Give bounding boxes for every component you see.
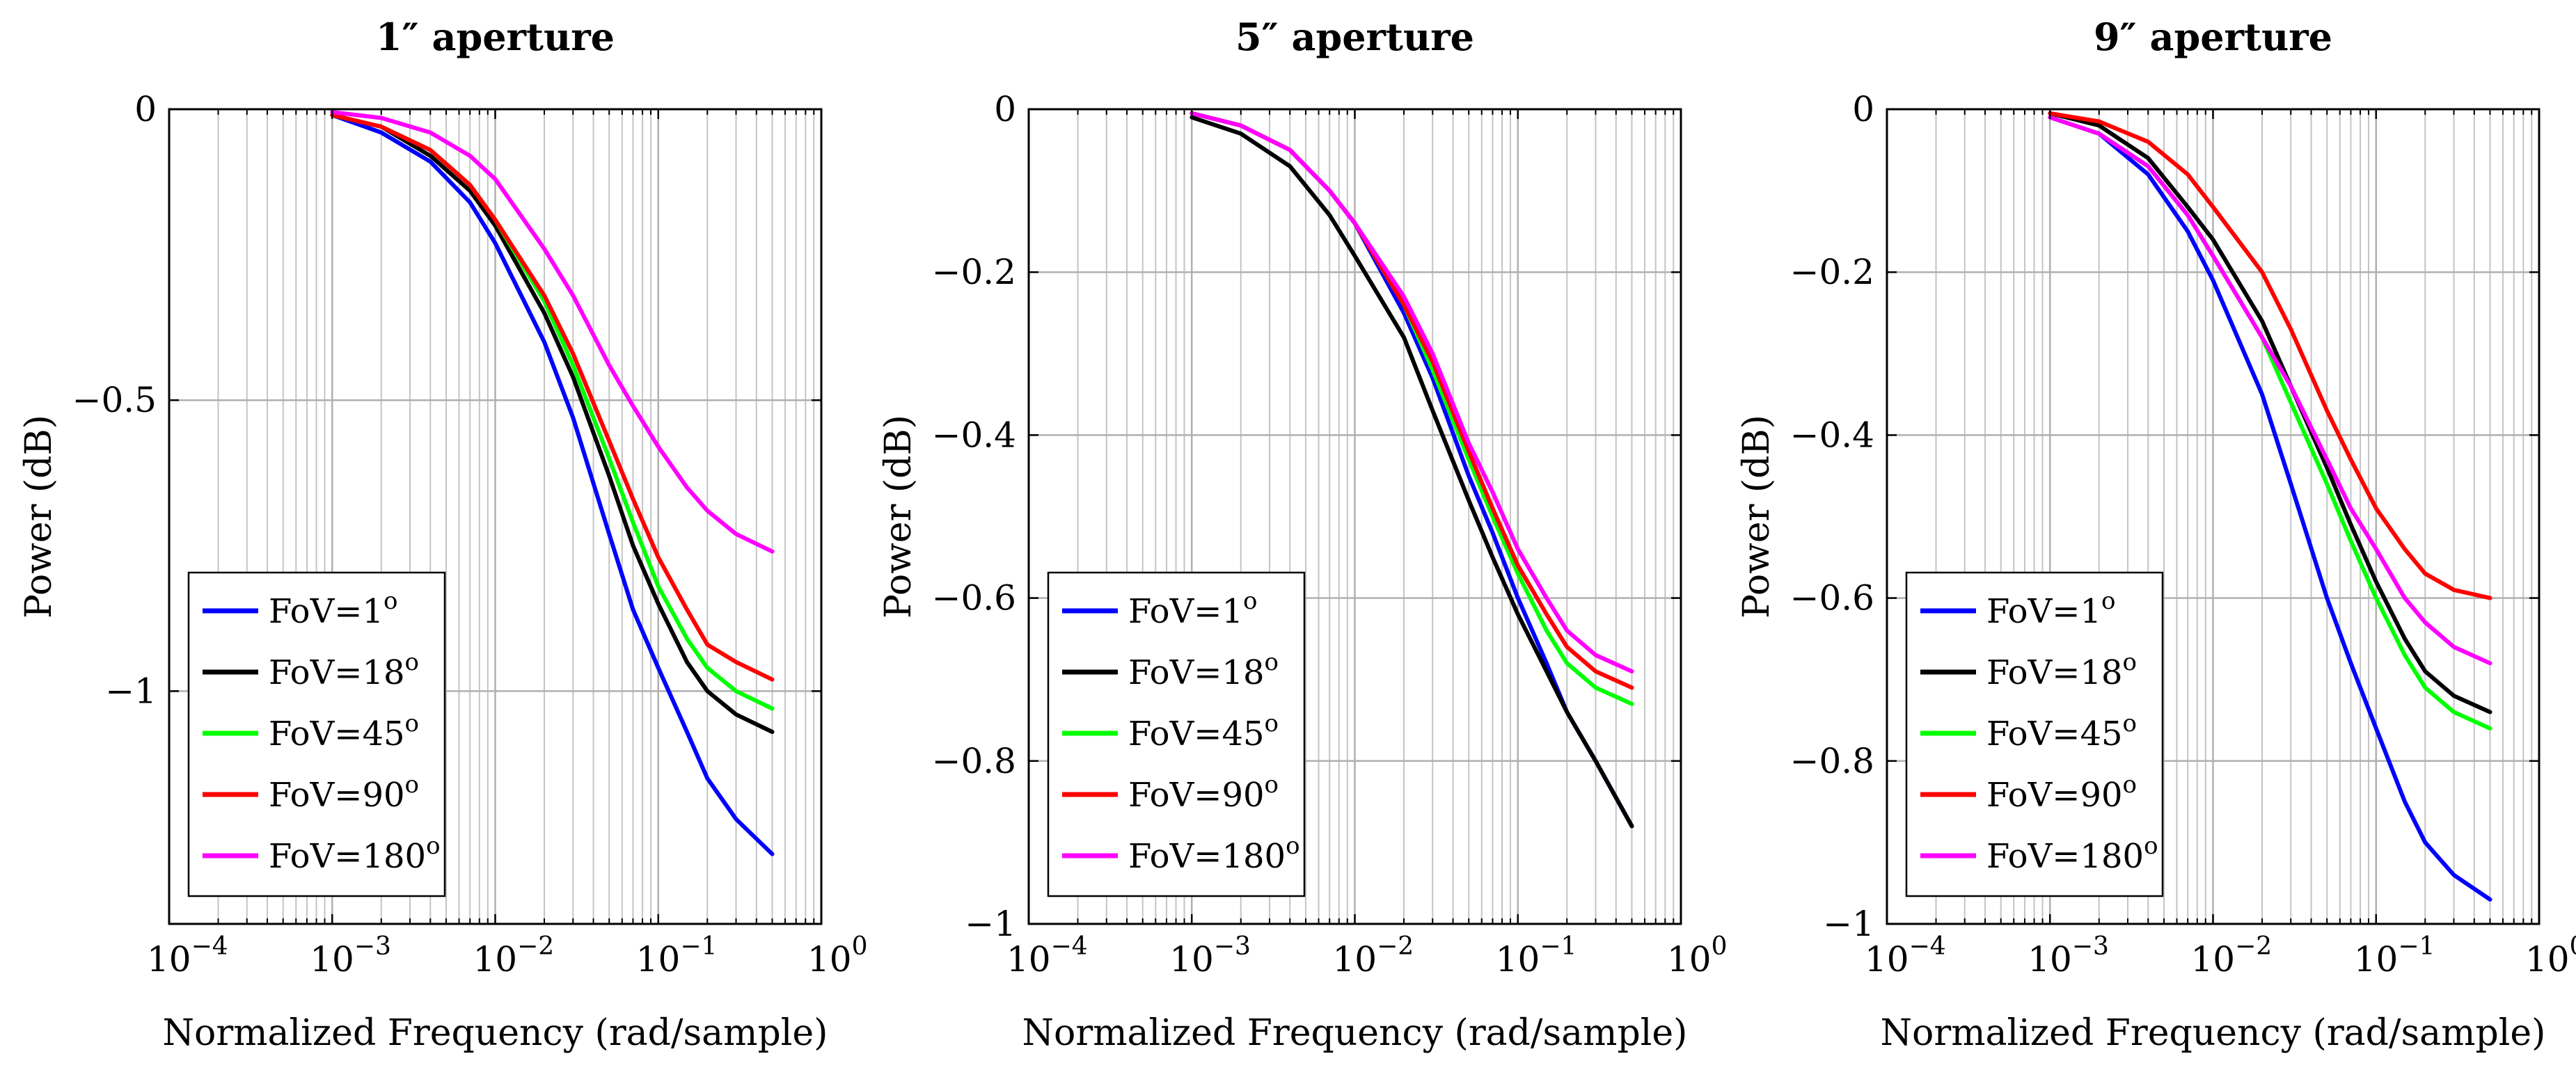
y-tick-label: −0.2 [932,252,1016,292]
y-axis-label: Power (dB) [878,415,919,618]
series-line-fov-180 [330,110,775,554]
y-tick-label: −0.5 [72,380,157,420]
series-line-fov-1 [2048,115,2492,902]
ticks [1027,108,1682,925]
legend-label: FoV=18o [1128,648,1279,692]
ticks [1886,108,2541,925]
series-lines [2048,111,2492,902]
x-axis-label: Normalized Frequency (rad/sample) [1022,1012,1688,1054]
x-axis-label: Normalized Frequency (rad/sample) [1881,1012,2546,1054]
x-tick-label: 100 [1667,932,1728,980]
y-tick-label: −0.2 [1790,252,1874,292]
chart-panel-2: 0 −0.2 −0.4 −0.6 −0.8 −110−4 10−3 10−2 10−1 100 5″… [878,15,1728,1054]
x-tick-label: 10−4 [1865,932,1946,980]
legend-label: FoV=45o [1986,710,2137,753]
y-axis-label: Power (dB) [1736,415,1778,618]
legend: FoV=1o FoV=18o FoV=45o FoV=90o FoV=180o [1047,571,1306,897]
series-line-fov-18 [330,113,775,734]
series-line-fov-90 [2048,111,2492,600]
y-tick-label: −0.4 [932,415,1016,455]
y-tick-label: −0.4 [1790,415,1874,455]
legend-label: FoV=1o [1128,587,1257,631]
y-tick-label: 0 [994,89,1016,129]
chart-title: 1″ aperture [376,15,615,59]
y-tick-label: −0.8 [1790,741,1874,781]
legend: FoV=1o FoV=18o FoV=45o FoV=90o FoV=180o [187,571,446,897]
y-tick-label: −0.8 [932,741,1016,781]
legend-label: FoV=45o [1128,710,1279,753]
y-tick-label: 0 [134,89,157,129]
y-tick-label: 0 [1852,89,1874,129]
legend-label: FoV=180o [269,832,441,876]
legend-label: FoV=45o [269,710,419,753]
legend-label: FoV=90o [1986,771,2137,815]
legend-label: FoV=90o [269,771,419,815]
legend-label: FoV=180o [1128,832,1300,876]
x-tick-label: 10−1 [1496,932,1577,980]
legend-label: FoV=18o [1986,648,2137,692]
y-axis-label: Power (dB) [18,415,60,618]
legend-label: FoV=1o [1986,587,2115,631]
y-tick-label: −1 [105,671,157,711]
series-line-fov-18 [1190,115,1634,829]
y-tick-label: −0.6 [1790,578,1874,618]
x-tick-label: 10−2 [2191,932,2273,980]
x-tick-label: 10−4 [147,932,228,980]
series-line-fov-90 [330,113,775,682]
x-tick-label: 10−4 [1006,932,1088,980]
series-line-fov-180 [1190,111,1634,673]
ticks [168,108,823,924]
chart-panel-3: 0 −0.2 −0.4 −0.6 −0.8 −110−4 10−3 10−2 10−1 100 9″… [1736,15,2576,1054]
legend-label: FoV=180o [1986,832,2158,876]
chart-panel-1: 0 −0.5 −1 10−4 10−3 10−2 10−1 100 1″ aperture Nor… [18,15,868,1054]
chart-title: 9″ aperture [2094,15,2332,59]
legend-label: FoV=18o [269,648,419,692]
legend-label: FoV=1o [269,587,397,631]
y-tick-label: −0.6 [932,578,1016,618]
x-tick-label: 10−3 [310,932,391,980]
x-tick-label: 100 [2525,932,2576,980]
x-tick-label: 10−1 [636,932,718,980]
series-lines [330,110,775,856]
x-tick-label: 10−1 [2354,932,2435,980]
x-tick-label: 10−3 [2028,932,2109,980]
series-line-fov-1 [330,113,775,856]
legend-label: FoV=90o [1128,771,1279,815]
series-lines [1190,111,1634,829]
x-tick-label: 10−2 [1333,932,1414,980]
y-tick-label: −1 [965,904,1016,944]
x-tick-label: 10−2 [473,932,555,980]
x-tick-label: 100 [807,932,868,980]
x-tick-label: 10−3 [1169,932,1251,980]
series-line-fov-180 [2048,115,2492,666]
legend: FoV=1o FoV=18o FoV=45o FoV=90o FoV=180o [1905,571,2164,897]
y-tick-label: −1 [1823,904,1874,944]
chart-title: 5″ aperture [1235,15,1474,59]
x-axis-label: Normalized Frequency (rad/sample) [163,1012,828,1054]
